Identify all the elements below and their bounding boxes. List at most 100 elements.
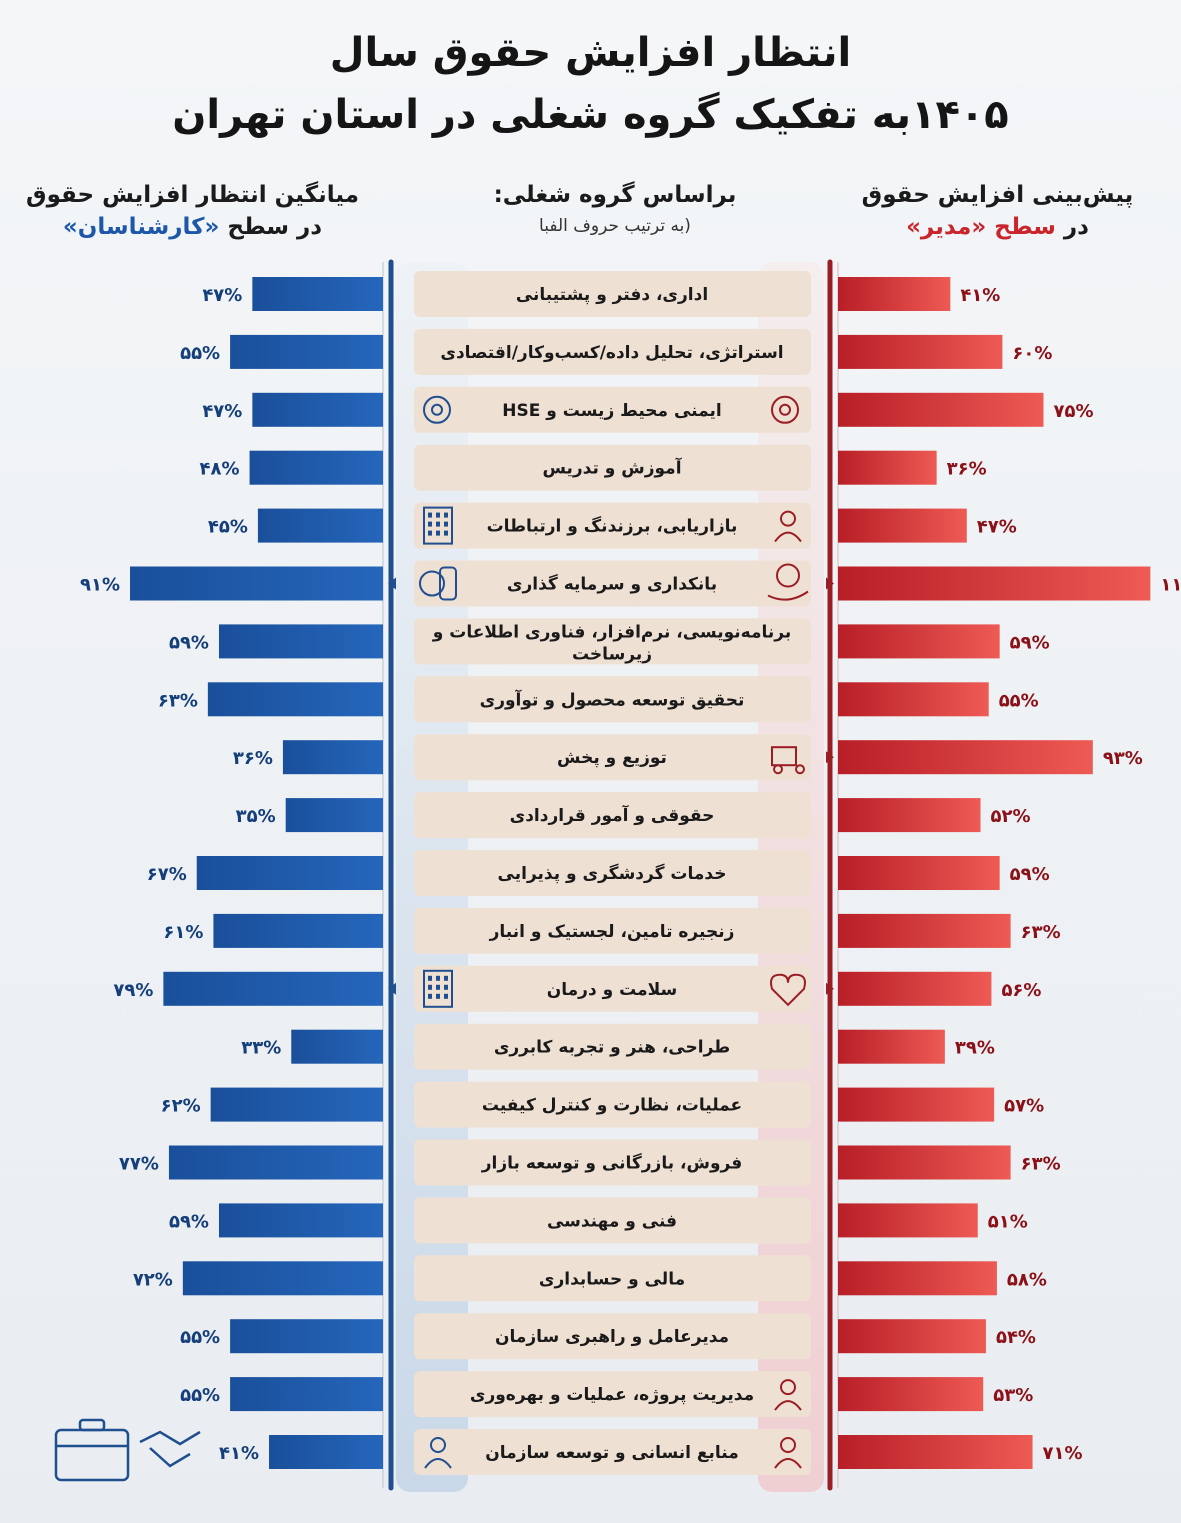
gears-icon [771,395,799,424]
manager-bar [838,277,951,311]
category-box [414,1197,811,1244]
right-header-line1: پیش‌بینی افزایش حقوق [861,182,1134,208]
chart-row: فروش، بازرگانی و توسعه بازار ۷۷% ۶۳% [119,1139,1061,1186]
expert-bar [291,1029,383,1064]
expert-bar [210,1087,383,1122]
chart-row: اداری، دفتر و پشتیبانی ۴۷% ۴۱% [202,271,1000,317]
manager-pointer-icon [826,577,834,590]
manager-value-label: ۶۳% [1021,1154,1061,1175]
left-header: میانگین انتظار افزایش حقوق در سطح «کارشن… [20,182,365,240]
manager-bar [838,1261,997,1296]
category-label: مالی و حسابداری [539,1269,685,1289]
category-box [414,965,811,1012]
hr-person-icon [774,1437,802,1469]
manager-value-label: ۴۱% [960,285,1000,306]
expert-bar [230,334,383,369]
manager-gear-icon [774,1379,802,1411]
expert-bar [269,1435,383,1469]
manager-value-label: ۷۱% [1043,1443,1083,1464]
category-box [414,734,811,781]
manager-value-label: ۶۰% [1012,343,1052,364]
chart-row: مدیرعامل و راهبری سازمان ۵۵% ۵۴% [180,1313,1036,1360]
title-line-1: انتظار افزایش حقوق سال [329,30,852,76]
chart-row: استراتژی، تحلیل داده/کسب‌وکار/اقتصادی ۵۵%… [180,328,1052,375]
category-box [414,502,811,549]
manager-bar [838,1087,995,1122]
expert-value-label: ۶۲% [161,1096,201,1117]
category-label: ایمنی محیط زیست و HSE [502,401,721,421]
category-label: فروش، بازرگانی و توسعه بازار [481,1153,742,1174]
category-box [414,907,811,954]
expert-pointer-icon [388,982,396,995]
expert-bar [130,566,383,601]
chart-row: برنامه‌نویسی، نرم‌افزار، فناوری اطلاعات … [169,618,1050,665]
gears-icon [423,395,451,424]
manager-bar [838,971,992,1006]
manager-bar [838,1319,986,1354]
right-header-line2: در سطح «مدیر» [830,214,1165,240]
category-label-cont: زیرساخت [572,644,652,664]
manager-value-label: ۵۲% [990,806,1030,827]
manager-value-label: ۷۵% [1054,401,1094,422]
expert-bar [163,971,383,1006]
expert-pointer-icon [388,577,396,590]
expert-value-label: ۵۵% [180,1327,220,1348]
manager-value-label: ۶۳% [1021,922,1061,943]
manager-bar [838,1377,984,1412]
expert-value-label: ۶۷% [147,864,187,885]
expert-bar [252,277,383,311]
manager-value-label: ۵۳% [993,1385,1033,1406]
chart-row: تحقیق توسعه محصول و توآوری ۶۳% ۵۵% [158,676,1039,723]
right-header-prefix: در [1055,214,1089,240]
chart-row: مالی و حسابداری ۷۲% ۵۸% [133,1255,1047,1302]
manager-value-label: ۵۸% [1007,1269,1047,1290]
category-box [414,1255,811,1302]
category-label: فنی و مهندسی [547,1211,677,1231]
category-box [414,1139,811,1186]
category-box [414,850,811,896]
manager-bar [838,798,981,833]
expert-bar [168,1145,383,1180]
chart-row: خدمات گردشگری و پذیرایی ۶۷% ۵۹% [147,850,1050,896]
expert-bar [249,450,383,485]
category-box [414,618,811,665]
expert-value-label: ۴۷% [202,401,242,422]
manager-value-label: ۵۷% [1004,1096,1044,1117]
briefcase-icon [54,1418,130,1482]
category-label: مدیرعامل و راهبری سازمان [495,1327,729,1347]
coins-icon [419,566,457,601]
category-label: طراحی، هنر و تجربه کابرری [494,1038,730,1058]
manager-value-label: ۵۴% [996,1327,1036,1348]
expert-bar [282,740,383,775]
category-label: مدیریت پروژه، عملیات و بهره‌وری [470,1385,754,1405]
expert-value-label: ۵۹% [169,1211,209,1232]
expert-bar [207,682,383,717]
chart-row: حقوقی و آمور قراردادی ۳۵% ۵۲% [236,792,1030,839]
expert-value-label: ۶۳% [158,690,198,711]
team-icon [424,1437,452,1469]
expert-bar [213,913,383,948]
manager-value-label: ۵۹% [1010,632,1050,653]
chart-row: فنی و مهندسی ۵۹% ۵۱% [169,1197,1028,1244]
expert-value-label: ۷۹% [113,980,153,1001]
manager-pointer-icon [826,982,834,995]
chart-row: منابع انسانی و توسعه سازمان ۴۱% ۷۱% [219,1429,1083,1475]
manager-bar [838,566,1151,601]
category-label: استراتژی، تحلیل داده/کسب‌وکار/اقتصادی [440,343,783,363]
manager-bar [838,1203,978,1238]
chart-row: مدیریت پروژه، عملیات و بهره‌وری ۵۵% ۵۳% [180,1371,1033,1418]
expert-value-label: ۴۵% [208,517,248,538]
right-header: پیش‌بینی افزایش حقوق در سطح «مدیر» [830,182,1165,240]
category-label: حقوقی و آمور قراردادی [510,804,715,826]
manager-bar [838,334,1003,369]
heart-icon [770,973,806,1007]
expert-bar [230,1377,383,1412]
category-label: آموزش و تدریس [542,457,682,479]
manager-value-label: ۹۳% [1103,748,1143,769]
expert-value-label: ۵۵% [180,1385,220,1406]
chart-row: طراحی، هنر و تجربه کابرری ۳۳% ۳۹% [241,1023,995,1070]
category-box [414,328,811,375]
expert-value-label: ۵۹% [169,632,209,653]
expert-value-label: ۷۲% [133,1269,173,1290]
